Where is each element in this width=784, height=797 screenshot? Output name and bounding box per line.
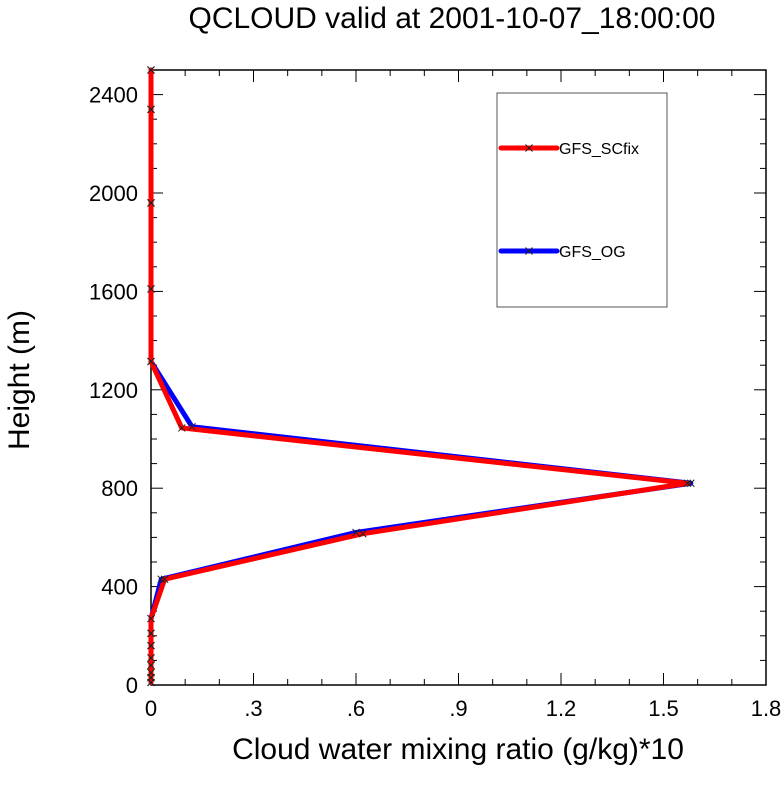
legend-label: GFS_OG [559, 244, 626, 261]
data-point [177, 424, 186, 432]
x-tick-label: 1.8 [751, 696, 782, 721]
axis-tick-labels: 0 .3 .6 .9 1.2 1.5 1.8 0 400 800 1200 1600 2000 2400 [89, 83, 781, 721]
point-marker-stroke [147, 668, 155, 677]
point-marker-stroke [147, 641, 155, 650]
data-point [147, 614, 155, 623]
point-marker-stroke [686, 479, 695, 488]
point-marker-stroke [683, 479, 692, 488]
point-marker-stroke [177, 424, 186, 432]
point-marker-stroke [157, 575, 166, 584]
data-point [147, 641, 155, 650]
data-point [686, 479, 695, 488]
point-marker-stroke [147, 198, 155, 207]
y-tick-label: 800 [101, 476, 138, 501]
point-marker-stroke [147, 285, 155, 293]
x-tick-label: .3 [244, 696, 262, 721]
series-group [147, 66, 695, 687]
x-tick-label: .6 [347, 696, 365, 721]
data-point [147, 654, 155, 662]
point-marker-stroke [147, 357, 155, 366]
y-tick-label: 400 [101, 575, 138, 600]
point-marker-stroke [147, 105, 155, 114]
data-point [683, 479, 692, 488]
data-point [147, 285, 155, 293]
x-tick-label: 1.5 [648, 696, 679, 721]
y-axis-label: Height (m) [3, 310, 36, 450]
plot-frame [150, 69, 767, 686]
y-tick-label: 1200 [89, 378, 138, 403]
data-point [147, 661, 155, 670]
data-point [358, 529, 367, 538]
y-tick-label: 0 [126, 673, 138, 698]
point-marker-stroke [147, 661, 155, 670]
data-point [147, 105, 155, 114]
legend: GFS_SCfix GFS_OG [496, 92, 668, 308]
legend-box [496, 92, 668, 308]
chart-title: QCLOUD valid at 2001-10-07_18:00:00 [189, 2, 716, 35]
legend-marker [525, 144, 533, 152]
point-marker-stroke [147, 629, 155, 638]
data-point [147, 668, 155, 677]
data-point [147, 198, 155, 207]
data-point [188, 422, 196, 431]
point-marker-stroke [160, 575, 169, 584]
data-point [157, 575, 166, 584]
data-point [352, 528, 360, 537]
point-marker-stroke [147, 614, 155, 623]
y-tick-label: 1600 [89, 279, 138, 304]
data-point [147, 66, 155, 74]
axis-ticks [150, 69, 767, 686]
point-marker-stroke [358, 529, 367, 538]
x-axis-label: Cloud water mixing ratio (g/kg)*10 [232, 733, 684, 766]
point-marker-stroke [147, 66, 155, 74]
data-point [147, 357, 155, 366]
data-point [160, 575, 169, 584]
data-point [147, 629, 155, 638]
legend-marker [525, 247, 533, 255]
x-tick-label: 1.2 [546, 696, 577, 721]
legend-label: GFS_SCfix [559, 141, 639, 158]
y-tick-label: 2400 [89, 83, 138, 108]
point-marker-stroke [147, 654, 155, 662]
x-tick-label: .9 [449, 696, 467, 721]
y-tick-label: 2000 [89, 181, 138, 206]
point-marker-stroke [352, 528, 360, 537]
x-tick-label: 0 [145, 696, 157, 721]
point-marker-stroke [188, 422, 196, 431]
